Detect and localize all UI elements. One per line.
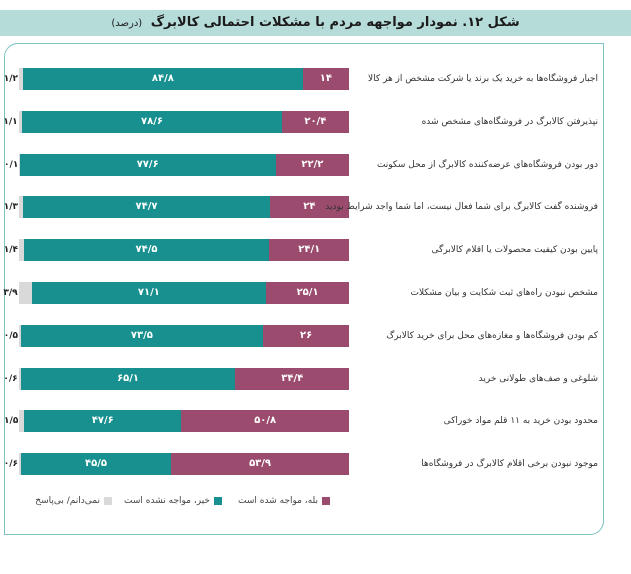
bar-dk [19, 68, 23, 90]
legend-label: خیر، مواجه نشده است [124, 496, 210, 506]
category-label: اجبار فروشگاه‌ها به خرید یک برند یا شرکت… [367, 74, 598, 84]
bar-no: ۷۴/۷ [23, 196, 270, 219]
bar-dk-value: ۳/۹ [3, 288, 18, 298]
bar-no: ۴۷/۶ [24, 410, 182, 433]
bar-yes: ۵۳/۹ [171, 453, 349, 476]
bar-dk-value: ۱/۴ [3, 245, 18, 256]
bar-row: ۲۶ ۷۳/۵ ۰/۵ کم بودن فروشگاه‌ها و مغازه‌های … [0, 324, 631, 347]
bar-dk-value: ۰/۱ [4, 159, 19, 170]
category-label: محدود بودن خرید به ۱۱ قلم مواد خوراکی [443, 416, 598, 427]
category-label: مشخص نبودن راه‌های ثبت شکایت و بیان مشکل… [410, 288, 598, 298]
bar-yes: ۲۶ [263, 324, 349, 347]
bar-yes: ۲۰/۴ [281, 110, 349, 133]
category-label: نپذیرفتن کالابرگ در فروشگاه‌های مشخص شده [421, 116, 598, 127]
bar-yes: ۲۲/۲ [275, 153, 349, 176]
legend-yes: بله، مواجه شده است [238, 496, 330, 506]
bar-dk [18, 110, 23, 133]
bar-dk-value: ۰/۶ [3, 459, 18, 470]
bar-yes: ۵۰/۸ [181, 410, 349, 433]
bar-yes: ۲۵/۱ [266, 282, 349, 304]
bar-row: ۱۴ ۸۴/۸ ۱/۲ اجبار فروشگاه‌ها به خرید یک برن… [0, 68, 631, 90]
bar-no: ۷۴/۵ [23, 239, 270, 262]
bar-dk [18, 367, 21, 390]
bar-dk-value: ۱/۳ [3, 202, 18, 213]
bar-dk-value: ۱/۲ [3, 74, 18, 84]
bar-row: ۳۴/۴ ۶۵/۱ ۰/۶ شلوغی و صف‌های طولانی خرید [0, 367, 631, 390]
bar-no: ۷۱/۱ [31, 282, 267, 304]
bar-row: ۲۰/۴ ۷۸/۶ ۱/۱ نپذیرفتن کالابرگ در فروشگاه‌ه… [0, 110, 631, 133]
chart-header: شکل ۱۲. نمودار مواجهه مردم با مشکلات احت… [0, 10, 631, 36]
bar-dk [19, 239, 24, 262]
bar-dk-value: ۱/۱ [3, 116, 18, 127]
bar-no: ۸۴/۸ [22, 68, 303, 90]
bar-row: ۲۵/۱ ۷۱/۱ ۳/۹ مشخص نبودن راه‌های ثبت شکایت … [0, 282, 631, 304]
bar-dk [19, 324, 21, 347]
bar-dk [18, 282, 32, 304]
bar-dk [19, 453, 21, 476]
legend-swatch-yes [322, 496, 330, 505]
category-label: موجود نبودن برخی اقلام کالابرگ در فروشگا… [421, 459, 598, 470]
bar-row: ۲۴ ۷۴/۷ ۱/۳ فروشنده گفت کالابرگ برای شما فع… [0, 196, 631, 219]
category-label: شلوغی و صف‌های طولانی خرید [478, 373, 598, 384]
legend-label: نمی‌دانم/ بی‌پاسخ [35, 496, 100, 506]
bar-yes: ۲۴ [269, 196, 349, 219]
bar-dk-value: ۰/۶ [3, 373, 18, 384]
bar-yes: ۱۴ [302, 68, 349, 90]
bar-dk [19, 410, 25, 433]
chart-title: شکل ۱۲. نمودار مواجهه مردم با مشکلات احت… [150, 15, 520, 30]
category-label: کم بودن فروشگاه‌ها و مغازه‌های محل برای … [386, 330, 598, 341]
legend-label: بله، مواجه شده است [237, 496, 318, 506]
chart-unit: (درصد) [111, 18, 143, 29]
bar-yes: ۳۴/۴ [235, 367, 349, 390]
bar-row: ۲۲/۲ ۷۷/۶ ۰/۱ دور بودن فروشگاه‌های عرضه‌کنن… [0, 153, 631, 176]
bar-no: ۷۸/۶ [22, 110, 282, 133]
bar-dk [19, 196, 24, 219]
chart-frame [4, 43, 604, 535]
bar-yes: ۲۴/۱ [269, 239, 349, 262]
category-label: فروشنده گفت کالابرگ برای شما فعال نیست، … [325, 202, 598, 213]
bar-dk-value: ۱/۵ [4, 416, 19, 427]
legend-swatch-dk [104, 496, 112, 505]
bar-no: ۷۷/۶ [19, 153, 276, 176]
bar-no: ۷۳/۵ [20, 324, 264, 347]
bar-no: ۴۵/۵ [20, 453, 172, 476]
legend-swatch-no [214, 496, 222, 505]
legend-no: خیر، مواجه نشده است [124, 496, 222, 506]
bar-no: ۶۵/۱ [20, 367, 236, 390]
bar-row: ۵۳/۹ ۴۵/۵ ۰/۶ موجود نبودن برخی اقلام کالابر… [0, 453, 631, 476]
bar-dk-value: ۰/۵ [3, 330, 18, 341]
category-label: دور بودن فروشگاه‌های عرضه‌کننده کالابرگ … [376, 159, 598, 170]
bar-row: ۵۰/۸ ۴۷/۶ ۱/۵ محدود بودن خرید به ۱۱ قلم موا… [0, 410, 631, 433]
legend: بله، مواجه شده است خیر، مواجه نشده است ن… [30, 496, 330, 510]
category-label: پایین بودن کیفیت محصولات یا اقلام کالابر… [431, 245, 598, 256]
legend-dk: نمی‌دانم/ بی‌پاسخ [35, 496, 112, 506]
bar-row: ۲۴/۱ ۷۴/۵ ۱/۴ پایین بودن کیفیت محصولات یا ا… [0, 239, 631, 262]
